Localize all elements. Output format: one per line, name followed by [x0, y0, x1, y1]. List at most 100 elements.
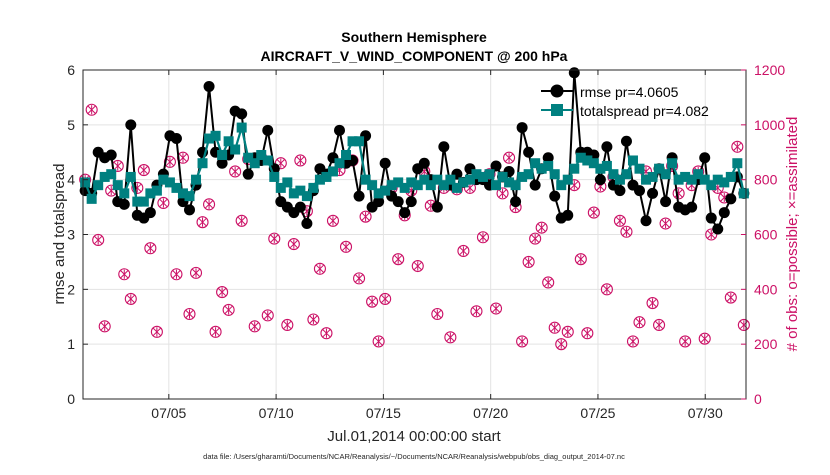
obs-assimilated-marker	[726, 292, 735, 303]
obs-assimilated-marker	[322, 328, 331, 338]
spread-point	[445, 174, 456, 185]
rmse-point	[242, 168, 254, 180]
rmse-point	[614, 185, 626, 197]
obs-assimilated-marker	[446, 332, 455, 342]
obs-possible-marker	[170, 268, 183, 281]
spread-point	[458, 177, 469, 188]
spread-point	[204, 133, 215, 144]
obs-possible-marker	[98, 320, 111, 333]
spread-point	[556, 180, 567, 191]
obs-assimilated-marker	[289, 239, 298, 249]
obs-assimilated-marker	[283, 320, 292, 330]
obs-assimilated-marker	[615, 216, 624, 226]
spread-point	[693, 169, 704, 180]
spread-point	[106, 169, 117, 180]
spread-point	[641, 174, 652, 185]
obs-assimilated-marker	[146, 243, 155, 253]
spread-point	[660, 169, 671, 180]
obs-possible-marker	[613, 214, 626, 227]
rmse-point	[301, 218, 313, 230]
obs-possible-marker	[339, 240, 353, 253]
obs-possible-marker	[522, 255, 535, 268]
obs-possible-marker	[659, 217, 672, 230]
obs-assimilated-marker	[413, 261, 422, 271]
obs-assimilated-marker	[629, 336, 637, 347]
spread-point	[314, 174, 325, 185]
obs-possible-marker	[496, 187, 509, 200]
spread-point	[680, 171, 691, 182]
spread-point	[191, 174, 202, 185]
legend: rmse pr=4.0605 totalspread pr=4.082	[541, 84, 709, 119]
rmse-point	[418, 157, 430, 169]
spread-point	[732, 158, 743, 169]
obs-possible-marker	[326, 214, 340, 227]
rmse-point	[640, 215, 652, 227]
spread-point	[341, 149, 352, 160]
spread-point	[243, 152, 254, 163]
obs-possible-marker	[646, 296, 659, 310]
obs-assimilated-marker	[120, 269, 129, 279]
obs-possible-marker	[633, 316, 646, 329]
y-right-tick-label: 400	[754, 281, 778, 297]
obs-possible-marker	[503, 151, 516, 164]
obs-possible-marker	[587, 206, 600, 219]
y-right-tick-label: 1000	[754, 117, 785, 133]
obs-possible-marker	[724, 291, 737, 304]
spread-point	[93, 180, 104, 191]
obs-assimilated-marker	[563, 327, 572, 337]
chart-subtitle: AIRCRAFT_V_WIND_COMPONENT @ 200 hPa	[261, 48, 568, 64]
y-left-tick-label: 3	[67, 227, 75, 243]
rmse-point	[549, 190, 561, 202]
obs-possible-marker	[529, 232, 542, 245]
obs-assimilated-marker	[557, 339, 566, 349]
spread-point	[621, 169, 632, 180]
spread-point	[569, 163, 580, 174]
obs-assimilated-marker	[250, 321, 259, 331]
y-left-tick-label: 6	[67, 62, 75, 78]
obs-assimilated-marker	[205, 199, 214, 209]
ticks: 07/05 07/10 07/15 07/20 07/25 07/30 0 1 2 3 4 5 6 0 20…	[67, 62, 785, 421]
x-tick-label: 07/15	[366, 405, 401, 421]
spread-point	[380, 185, 391, 196]
rmse-point	[405, 196, 417, 208]
obs-assimilated-marker	[315, 264, 324, 274]
spread-point	[686, 174, 697, 185]
obs-possible-marker	[366, 295, 379, 308]
rmse-point	[620, 135, 632, 147]
obs-assimilated-marker	[342, 242, 350, 252]
spread-point	[399, 182, 410, 193]
x-tick-label: 07/25	[580, 405, 615, 421]
obs-assimilated-marker	[544, 277, 553, 288]
spread-point	[112, 180, 123, 191]
obs-assimilated-marker	[192, 268, 200, 278]
spread-point	[177, 188, 188, 199]
obs-possible-marker	[157, 196, 170, 210]
obs-assimilated-marker	[524, 257, 533, 267]
spread-point	[491, 180, 502, 191]
rmse-point	[510, 196, 522, 208]
obs-possible-marker	[313, 262, 326, 275]
rmse-point	[725, 193, 737, 205]
spread-point	[86, 193, 97, 204]
rmse-point	[699, 152, 711, 164]
rmse-point	[490, 160, 502, 172]
obs-possible-marker	[698, 332, 711, 345]
rmse-point	[660, 196, 672, 208]
spread-point	[301, 191, 312, 202]
obs-assimilated-marker	[165, 157, 174, 167]
chart-title: Southern Hemisphere	[341, 29, 487, 45]
obs-assimilated-marker	[270, 234, 279, 244]
x-axis-label: Jul.01,2014 00:00:00 start	[327, 428, 501, 445]
obs-possible-marker	[268, 232, 281, 245]
y-right-tick-label: 600	[754, 227, 778, 243]
series-lines	[79, 67, 750, 235]
rmse-point	[647, 187, 659, 199]
spread-point	[236, 122, 247, 133]
spread-point	[712, 174, 723, 185]
spread-point	[699, 174, 710, 185]
obs-possible-marker	[281, 318, 294, 332]
spread-point	[517, 171, 528, 182]
spread-point	[601, 160, 612, 171]
obs-assimilated-marker	[368, 297, 377, 307]
obs-assimilated-marker	[211, 327, 220, 337]
